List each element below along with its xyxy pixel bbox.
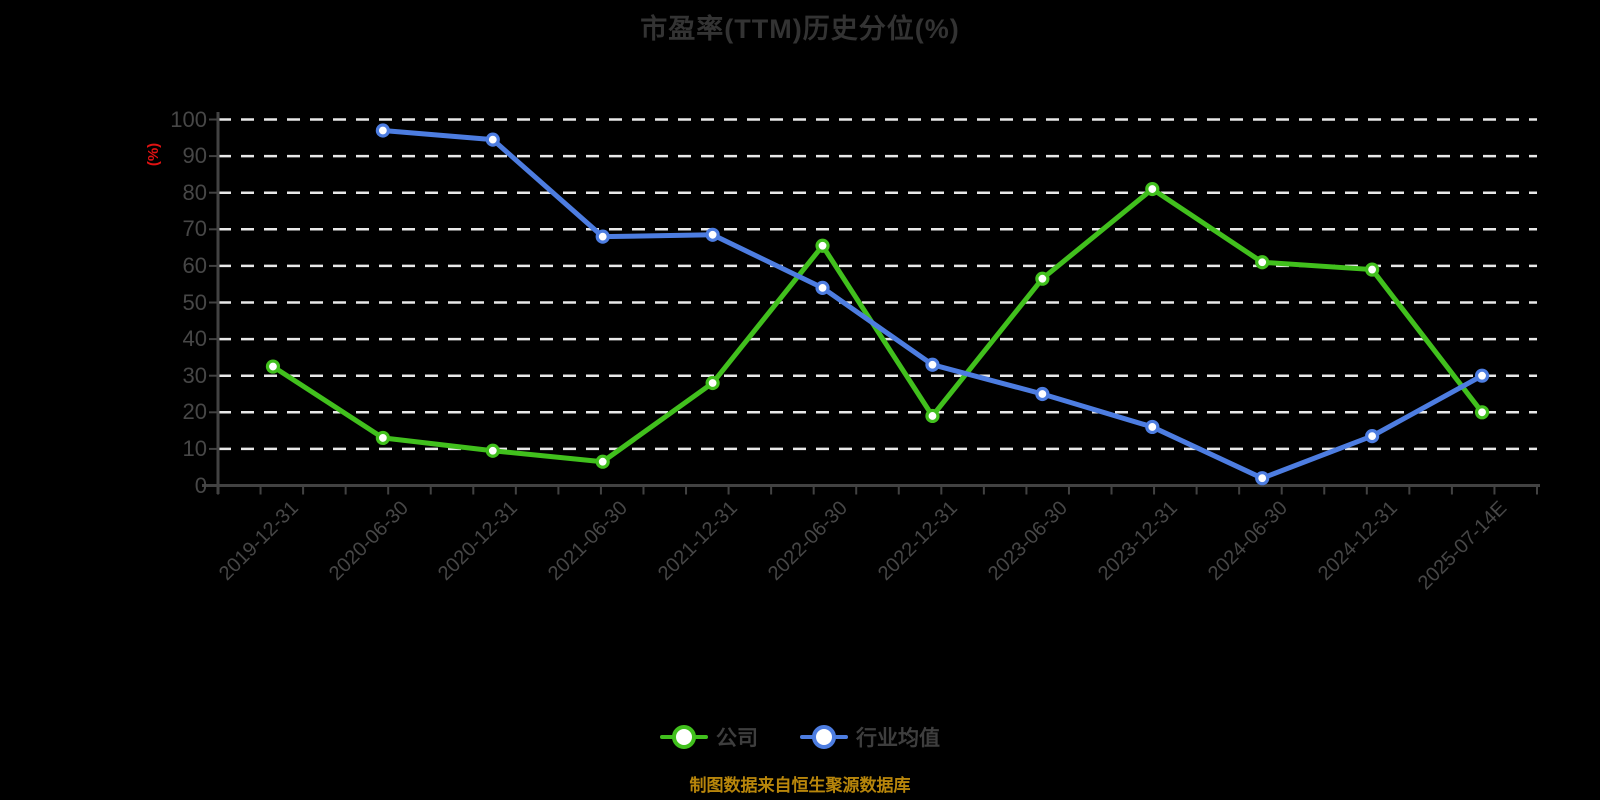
data-point-industry[interactable] [1255,471,1270,486]
y-axis-label: 100 [170,106,207,132]
data-point-company[interactable] [485,443,500,458]
chart-title: 市盈率(TTM)历史分位(%) [640,14,960,44]
y-axis-label: 30 [182,362,207,388]
y-axis-label: 60 [182,252,207,278]
data-point-industry[interactable] [485,132,500,147]
y-axis-label: 90 [182,143,207,169]
legend-circle [672,725,696,749]
data-source-note: 制图数据来自恒生聚源数据库 [689,776,911,795]
data-point-company[interactable] [925,408,940,424]
data-point-industry[interactable] [1474,368,1490,383]
data-point-industry[interactable] [705,227,720,242]
legend-circle [812,725,836,749]
data-point-company[interactable] [1035,271,1050,286]
data-point-company[interactable] [375,430,390,446]
data-point-industry[interactable] [595,229,610,244]
legend-marker-industry-icon [800,724,848,750]
data-point-company[interactable] [1255,255,1270,270]
legend-label-company: 公司 [716,727,758,750]
y-axis-label: 70 [182,216,207,242]
data-point-industry[interactable] [925,357,940,372]
data-point-industry[interactable] [1035,386,1050,402]
series-line-industry [380,127,1485,481]
y-axis-label: 20 [182,399,207,425]
y-axis-label: 40 [182,326,207,352]
y-axis-label: 10 [182,435,207,461]
legend-item-company[interactable]: 公司 [660,722,758,752]
data-point-industry[interactable] [1365,428,1380,444]
legend-marker-company-icon [660,724,708,750]
data-point-company[interactable] [595,454,610,469]
series-line-company [270,186,1485,465]
y-axis-label: 50 [182,289,207,315]
y-axis-unit-label: (%) [145,142,163,167]
data-point-industry[interactable] [375,123,390,138]
y-axis-label: 80 [182,179,207,205]
legend-label-industry-average: 行业均值 [856,727,940,750]
data-point-industry[interactable] [1145,419,1160,435]
data-point-company[interactable] [1365,262,1380,277]
y-axis-label: 0 [194,472,207,498]
data-point-company[interactable] [815,238,830,253]
legend-item-industry-average[interactable]: 行业均值 [800,722,940,752]
data-point-company[interactable] [1474,405,1490,420]
data-point-industry[interactable] [815,280,830,295]
data-point-company[interactable] [705,375,720,391]
data-point-company[interactable] [1145,181,1160,197]
legend: 公司 行业均值 [0,722,1600,752]
data-point-company[interactable] [265,359,281,374]
